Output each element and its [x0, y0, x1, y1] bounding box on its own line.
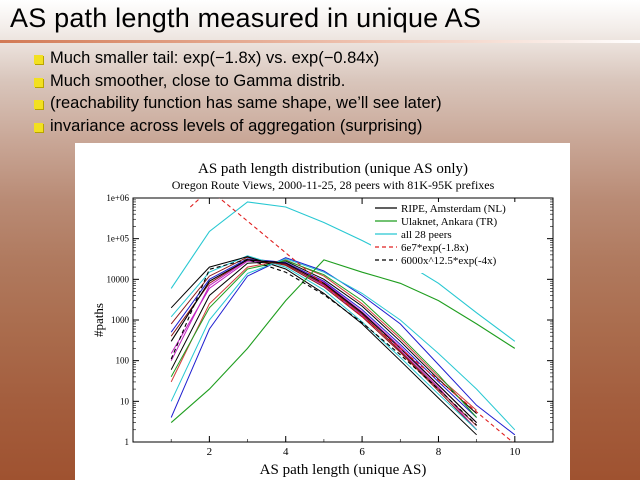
peer-series-line [170, 256, 477, 436]
y-tick-label: 100 [116, 356, 130, 366]
bullet-square-icon [34, 77, 43, 87]
bullet-item: invariance across levels of aggregation … [34, 115, 442, 138]
chart-title: AS path length distribution (unique AS o… [198, 161, 468, 177]
legend-label: RIPE, Amsterdam (NL) [401, 203, 506, 215]
x-tick-label: 8 [436, 446, 442, 458]
chart-svg: AS path length distribution (unique AS o… [91, 161, 554, 478]
bullet-square-icon [34, 100, 43, 109]
axis-ticks: 1 10 100 1000 10000 1e+05 1e+06 2 4 6 8 10 [106, 193, 553, 458]
legend-label: 6e7*exp(-1.8x) [401, 242, 469, 254]
chart-subtitle: Oregon Route Views, 2000-11-25, 28 peers… [172, 178, 495, 192]
x-tick-label: 2 [207, 446, 213, 458]
legend: RIPE, Amsterdam (NL)Ulaknet, Ankara (TR)… [371, 202, 547, 273]
bullet-text: (reachability function has same shape, w… [50, 94, 442, 112]
legend-label: all 28 peers [401, 229, 452, 241]
y-tick-label: 1000 [111, 315, 130, 325]
bullet-square-icon [34, 55, 43, 64]
bullet-item: Much smaller tail: exp(−1.8x) vs. exp(−0… [34, 47, 442, 70]
peer-series-line [170, 258, 477, 418]
peer-series-line [170, 258, 516, 431]
series-line [189, 198, 514, 442]
y-tick-label: 1 [125, 437, 130, 447]
legend-label: Ulaknet, Ankara (TR) [401, 216, 498, 228]
slide-title: AS path length measured in unique AS [10, 3, 482, 33]
y-tick-label: 1e+06 [106, 193, 129, 203]
peer-series-line [170, 260, 477, 431]
bullet-item: Much smoother, close to Gamma distrib. [34, 70, 442, 93]
series-line [170, 258, 477, 426]
peer-series-line [170, 259, 477, 411]
series-line [170, 259, 516, 424]
curves [170, 198, 516, 442]
bullet-text: invariance across levels of aggregation … [50, 116, 423, 135]
x-tick-label: 10 [509, 446, 521, 458]
peer-series-line [170, 255, 477, 431]
peer-series-line [170, 258, 477, 427]
series-line [170, 201, 516, 342]
title-divider [0, 40, 640, 43]
bullet-list: Much smaller tail: exp(−1.8x) vs. exp(−0… [34, 47, 442, 137]
chart-figure: AS path length distribution (unique AS o… [75, 143, 570, 480]
x-tick-label: 6 [359, 446, 365, 458]
x-tick-label: 4 [283, 446, 289, 458]
peer-series-line [170, 259, 477, 418]
bullet-square-icon [34, 122, 43, 132]
y-tick-label: 1e+05 [106, 234, 129, 244]
x-axis-label: AS path length (unique AS) [260, 462, 427, 478]
series-line [170, 259, 477, 423]
y-tick-label: 10 [120, 396, 130, 406]
bullet-text: Much smoother, close to Gamma distrib. [50, 71, 346, 90]
y-tick-label: 10000 [107, 274, 130, 284]
legend-label: 6000x^12.5*exp(-4x) [401, 255, 497, 267]
bullet-text: Much smaller tail: exp(−1.8x) vs. exp(−0… [50, 49, 380, 67]
peer-series-line [170, 260, 477, 414]
y-axis-label: #paths [91, 303, 106, 337]
bullet-item: (reachability function has same shape, w… [34, 92, 442, 115]
legend-box [371, 202, 547, 273]
